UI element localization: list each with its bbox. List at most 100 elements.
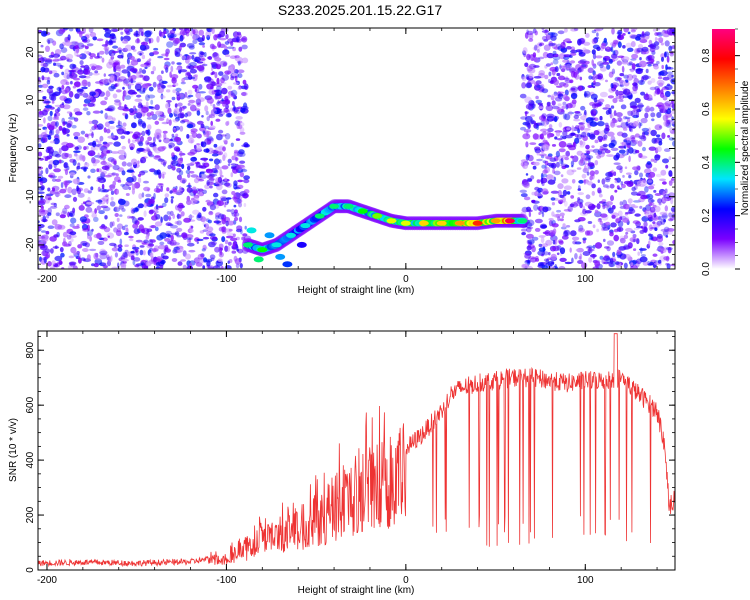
noise-blob-0-1324	[68, 69, 77, 73]
noise-blob-0-752	[193, 257, 201, 264]
noise-blob-1-319	[586, 245, 594, 249]
noise-blob-0-1937	[224, 177, 228, 182]
noise-blob-1-321	[582, 131, 589, 136]
noise-blob-1-1281	[533, 204, 539, 211]
noise-blob-0-1097	[59, 247, 64, 253]
colorbar-tick-label-2: 0.4	[701, 155, 712, 169]
noise-blob-0-463	[115, 230, 122, 237]
noise-blob-1-1307	[640, 135, 647, 142]
noise-blob-0-223	[67, 186, 73, 194]
noise-blob-0-1814	[157, 146, 166, 152]
noise-blob-0-1538	[169, 112, 173, 118]
noise-blob-1-1240	[554, 96, 563, 102]
noise-blob-0-776	[47, 212, 52, 216]
noise-blob-0-365	[209, 158, 214, 162]
snr-plot-area	[38, 331, 675, 570]
noise-blob-0-1379	[153, 192, 156, 200]
noise-blob-0-618	[73, 77, 81, 81]
noise-blob-0-1927	[215, 215, 220, 220]
noise-blob-0-1137	[208, 114, 216, 119]
noise-blob-0-1806	[137, 120, 146, 127]
noise-blob-0-1230	[124, 28, 130, 33]
noise-blob-1-890	[560, 174, 564, 178]
noise-blob-0-1905	[204, 223, 209, 230]
noise-blob-0-595	[177, 102, 183, 107]
noise-blob-0-418	[222, 49, 230, 56]
noise-blob-0-1608	[132, 207, 139, 213]
noise-blob-0-1495	[102, 78, 109, 85]
noise-blob-0-1724	[64, 98, 71, 104]
noise-blob-1-387	[617, 210, 623, 217]
noise-blob-1-578	[634, 133, 640, 138]
noise-blob-0-935	[102, 265, 108, 269]
noise-blob-0-619	[110, 158, 117, 164]
noise-blob-1-1196	[623, 139, 627, 143]
noise-blob-0-373	[43, 117, 46, 124]
noise-blob-1-1092	[591, 145, 595, 149]
noise-blob-0-1019	[237, 69, 245, 74]
noise-blob-0-1904	[189, 68, 197, 74]
noise-blob-0-1318	[76, 54, 83, 58]
noise-blob-0-970	[136, 112, 143, 119]
noise-blob-0-1036	[141, 69, 147, 74]
noise-blob-1-1241	[637, 102, 644, 109]
noise-blob-0-818	[192, 39, 198, 44]
noise-blob-0-1797	[41, 109, 48, 116]
noise-blob-1-1298	[560, 41, 566, 49]
noise-blob-1-548	[529, 257, 537, 263]
noise-blob-0-1925	[135, 108, 143, 114]
noise-blob-0-1504	[111, 172, 117, 176]
noise-blob-0-1573	[160, 185, 163, 192]
noise-blob-0-1302	[51, 93, 58, 97]
noise-blob-0-1476	[76, 185, 79, 192]
noise-blob-1-1408	[651, 137, 657, 144]
noise-blob-1-1099	[524, 253, 531, 259]
noise-blob-0-1742	[106, 150, 111, 154]
noise-blob-1-323	[636, 238, 640, 245]
noise-blob-1-596	[521, 206, 529, 213]
noise-blob-0-1729	[61, 145, 69, 152]
noise-blob-0-1652	[140, 228, 145, 234]
noise-blob-0-747	[53, 202, 57, 207]
noise-blob-1-172	[593, 37, 599, 44]
noise-blob-1-1343	[628, 174, 632, 179]
noise-blob-0-1745	[217, 213, 225, 220]
noise-blob-1-1396	[542, 169, 548, 175]
noise-blob-0-1731	[68, 91, 74, 98]
noise-blob-0-1669	[199, 51, 205, 56]
noise-blob-0-1088	[77, 244, 83, 249]
noise-blob-1-279	[544, 164, 548, 170]
snr-xtick-label--200: -200	[37, 575, 57, 586]
noise-blob-0-458	[69, 72, 78, 79]
noise-blob-0-557	[96, 205, 102, 211]
noise-blob-1-1356	[636, 258, 642, 265]
noise-blob-1-1096	[667, 192, 675, 199]
noise-blob-0-1714	[200, 253, 205, 258]
signal-point-8	[357, 208, 368, 214]
noise-blob-0-1112	[221, 226, 227, 233]
noise-blob-0-377	[70, 80, 73, 85]
noise-blob-0-1042	[231, 191, 236, 195]
noise-blob-1-1256	[641, 31, 645, 37]
noise-blob-0-1842	[227, 94, 231, 99]
snr-xtick-label-0: 0	[403, 575, 409, 586]
noise-blob-0-317	[106, 61, 114, 69]
noise-blob-0-1893	[193, 59, 200, 62]
noise-blob-0-1856	[198, 29, 204, 36]
noise-blob-1-886	[635, 111, 640, 118]
noise-blob-0-896	[175, 91, 180, 97]
noise-blob-0-1245	[99, 197, 107, 205]
noise-blob-1-1314	[666, 71, 674, 75]
noise-blob-1-263	[562, 59, 570, 63]
noise-blob-0-583	[70, 40, 78, 44]
noise-blob-0-1629	[187, 94, 194, 98]
noise-blob-0-1282	[99, 135, 104, 142]
noise-blob-1-683	[559, 158, 564, 165]
noise-blob-1-1368	[573, 28, 579, 31]
noise-blob-1-1108	[645, 92, 649, 98]
noise-blob-0-1460	[99, 252, 108, 260]
noise-blob-0-1857	[106, 106, 115, 112]
noise-blob-1-1124	[528, 38, 534, 42]
noise-blob-1-1362	[651, 236, 658, 242]
noise-blob-1-982	[552, 50, 557, 55]
